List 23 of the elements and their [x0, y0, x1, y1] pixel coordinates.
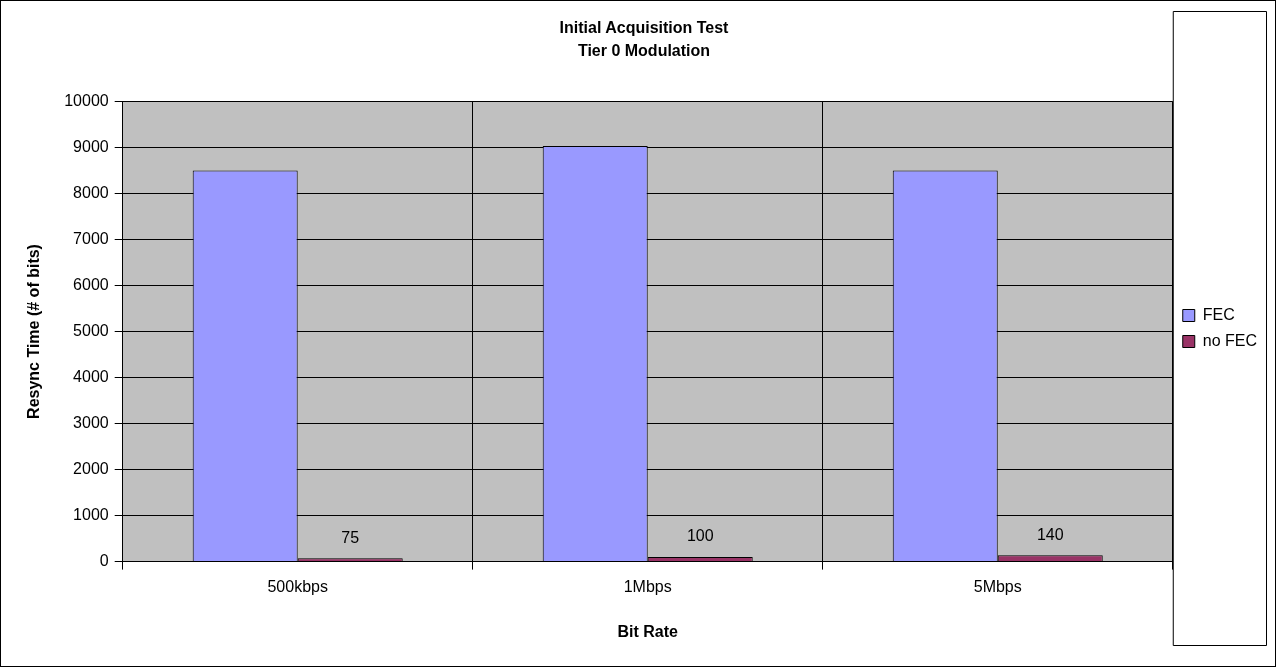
y-tick-label: 8000 — [73, 183, 109, 201]
y-tick-label: 7000 — [73, 229, 109, 247]
data-label: 75 — [341, 528, 360, 546]
x-axis-title: Bit Rate — [617, 622, 679, 640]
data-label: 100 — [686, 527, 714, 545]
y-tick-label: 2000 — [73, 459, 109, 477]
y-tick-label: 9000 — [73, 137, 109, 155]
legend-label: FEC — [1202, 305, 1235, 323]
chart-subtitle: Tier 0 Modulation — [577, 42, 711, 60]
x-tick-label: 5Mbps — [973, 577, 1022, 595]
y-tick-label: 4000 — [73, 367, 109, 385]
y-tick-label: 0 — [99, 552, 109, 570]
chart-title: Initial Acquisition Test — [559, 19, 730, 37]
y-tick-label: 6000 — [73, 275, 109, 293]
y-tick-label: 10000 — [64, 91, 109, 109]
data-label: 140 — [1036, 525, 1064, 543]
y-tick-label: 5000 — [73, 321, 109, 339]
y-tick-label: 1000 — [73, 505, 109, 523]
y-tick-label: 3000 — [73, 413, 109, 431]
legend-label: no FEC — [1202, 331, 1258, 349]
x-tick-label: 1Mbps — [623, 577, 672, 595]
y-axis-title: Resync Time (# of bits) — [25, 244, 43, 419]
x-tick-label: 500kbps — [267, 577, 328, 595]
